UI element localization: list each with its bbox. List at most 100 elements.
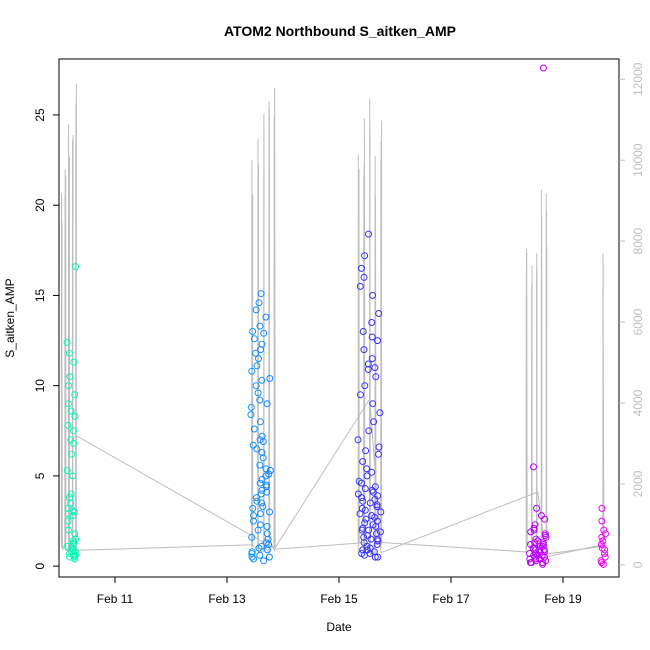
data-point xyxy=(361,382,369,390)
x-tick-label: Feb 19 xyxy=(544,592,582,606)
y-tick-label: 25 xyxy=(33,108,47,122)
data-point xyxy=(253,445,261,453)
data-point xyxy=(260,557,268,565)
data-point xyxy=(265,553,273,561)
data-point xyxy=(266,508,273,516)
data-point xyxy=(249,441,257,449)
data-point xyxy=(540,546,548,554)
y-tick-label: 5 xyxy=(33,472,47,479)
x-axis: Feb 11 Feb 13 Feb 15 Feb 17 Feb 19 xyxy=(97,577,582,606)
data-point xyxy=(253,494,260,502)
data-point xyxy=(532,535,540,543)
data-point xyxy=(256,322,264,330)
y-axis-left: 0 5 10 15 20 25 xyxy=(33,108,59,570)
y-tick-label: 15 xyxy=(33,288,47,302)
data-point xyxy=(69,427,77,435)
data-point xyxy=(361,519,369,527)
x-tick-label: Feb 11 xyxy=(97,592,134,606)
chart-title: ATOM2 Northbound S_aitken_AMP xyxy=(224,23,456,39)
data-point xyxy=(258,542,266,550)
data-point xyxy=(66,550,74,557)
scatter-points-layer xyxy=(63,64,609,568)
data-point xyxy=(601,550,608,557)
data-point xyxy=(360,346,368,354)
data-point xyxy=(363,472,371,480)
data-point xyxy=(598,504,606,512)
data-point xyxy=(369,291,377,299)
data-point xyxy=(72,263,80,271)
data-point xyxy=(359,497,367,505)
data-point xyxy=(264,535,272,543)
data-point xyxy=(65,349,73,357)
data-point xyxy=(361,506,369,514)
data-point xyxy=(71,412,79,420)
data-point xyxy=(247,403,255,411)
data-point xyxy=(256,418,264,426)
data-point xyxy=(364,360,372,368)
data-point xyxy=(537,512,545,520)
data-point xyxy=(69,506,77,514)
data-point xyxy=(250,512,258,520)
data-point xyxy=(259,503,267,511)
y2-tick-label: 10000 xyxy=(631,143,645,177)
x-tick-label: Feb 13 xyxy=(208,592,246,606)
data-point xyxy=(354,490,362,498)
data-point xyxy=(258,476,266,483)
data-point xyxy=(364,365,372,373)
data-point xyxy=(377,508,385,516)
data-point xyxy=(354,436,362,444)
data-point xyxy=(376,409,384,417)
data-point xyxy=(262,313,270,321)
data-point xyxy=(370,548,378,556)
data-point xyxy=(359,546,367,554)
data-point xyxy=(371,495,379,503)
data-point xyxy=(65,510,72,518)
data-point xyxy=(258,432,266,440)
data-point xyxy=(67,436,75,444)
data-point xyxy=(263,483,270,491)
data-point xyxy=(368,486,376,494)
data-point xyxy=(368,333,376,341)
data-point xyxy=(359,458,367,465)
data-point xyxy=(256,461,264,469)
data-point xyxy=(69,472,77,480)
data-point xyxy=(248,548,256,556)
data-point xyxy=(357,264,365,272)
data-point xyxy=(248,533,256,541)
data-point xyxy=(370,418,378,426)
x-tick-label: Feb 15 xyxy=(320,592,358,606)
data-point xyxy=(598,533,606,541)
y-axis-label: S_aitken_AMP xyxy=(3,278,17,357)
data-point xyxy=(598,517,606,525)
data-point xyxy=(527,541,534,548)
y2-tick-label: 6000 xyxy=(631,308,645,335)
data-point xyxy=(265,541,273,548)
y2-tick-label: 8000 xyxy=(631,227,645,254)
secondary-series-line xyxy=(60,83,605,556)
data-point xyxy=(361,485,369,493)
data-point xyxy=(257,290,265,298)
data-point xyxy=(368,319,376,326)
data-point xyxy=(252,349,260,357)
data-point xyxy=(602,530,609,538)
data-point xyxy=(375,310,383,317)
x-axis-label: Date xyxy=(326,620,352,634)
data-point xyxy=(373,503,381,511)
data-point xyxy=(66,494,74,502)
data-point xyxy=(64,400,72,408)
data-point xyxy=(359,328,367,335)
secondary-trend-line xyxy=(75,397,604,558)
data-point xyxy=(263,523,271,530)
data-point-outlier xyxy=(539,64,547,72)
data-point xyxy=(249,504,257,512)
data-point xyxy=(371,364,379,372)
data-point xyxy=(252,382,260,390)
data-point xyxy=(258,376,266,384)
data-point xyxy=(360,273,368,281)
y-tick-label: 10 xyxy=(33,379,47,393)
data-point xyxy=(68,450,76,458)
data-point xyxy=(368,355,376,363)
data-point xyxy=(360,533,368,541)
data-point xyxy=(363,465,371,473)
